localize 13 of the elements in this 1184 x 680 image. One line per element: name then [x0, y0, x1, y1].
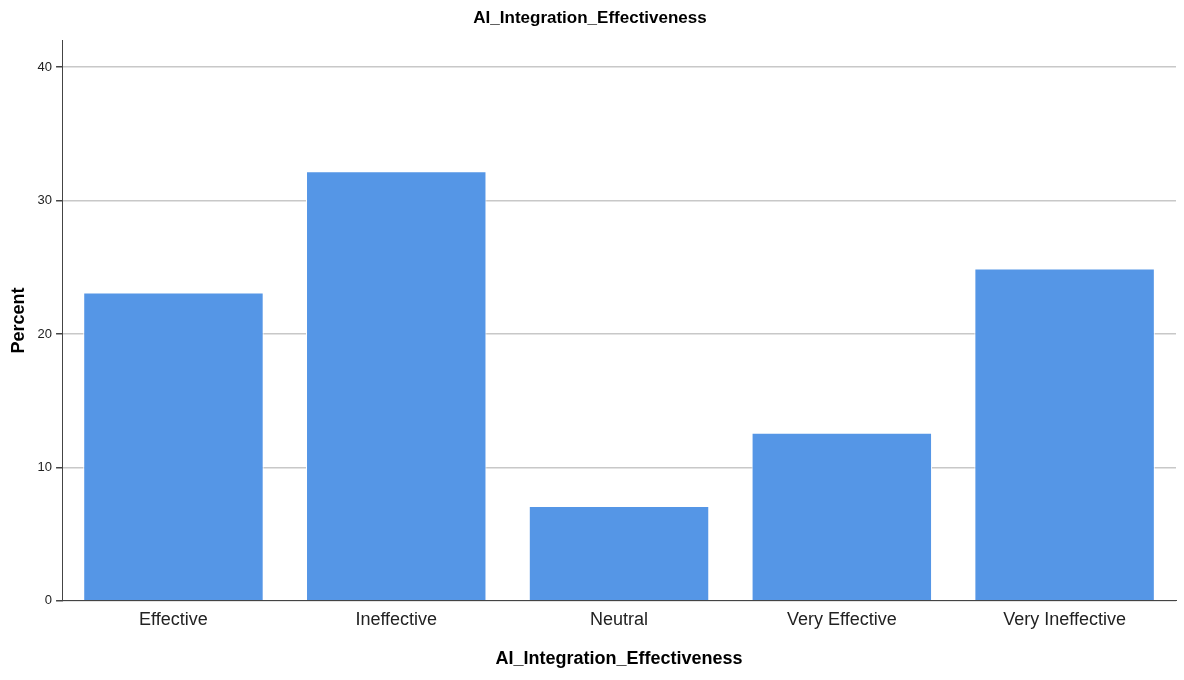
- chart-title: AI_Integration_Effectiveness: [473, 7, 707, 27]
- y-tick-label: 30: [37, 192, 53, 208]
- x-tick-label: Very Ineffective: [1003, 608, 1126, 629]
- y-axis-title: Percent: [7, 287, 28, 354]
- y-tick-label: 40: [37, 58, 53, 74]
- x-tick-label: Effective: [139, 608, 208, 629]
- x-tick-label: Neutral: [590, 608, 649, 629]
- y-tick-label: 0: [44, 592, 53, 608]
- x-tick-label: Ineffective: [355, 608, 438, 629]
- x-tick-label: Very Effective: [786, 608, 897, 629]
- x-axis-title: AI_Integration_Effectiveness: [495, 648, 743, 669]
- y-tick-label: 10: [37, 458, 53, 474]
- y-tick-label: 20: [37, 325, 53, 341]
